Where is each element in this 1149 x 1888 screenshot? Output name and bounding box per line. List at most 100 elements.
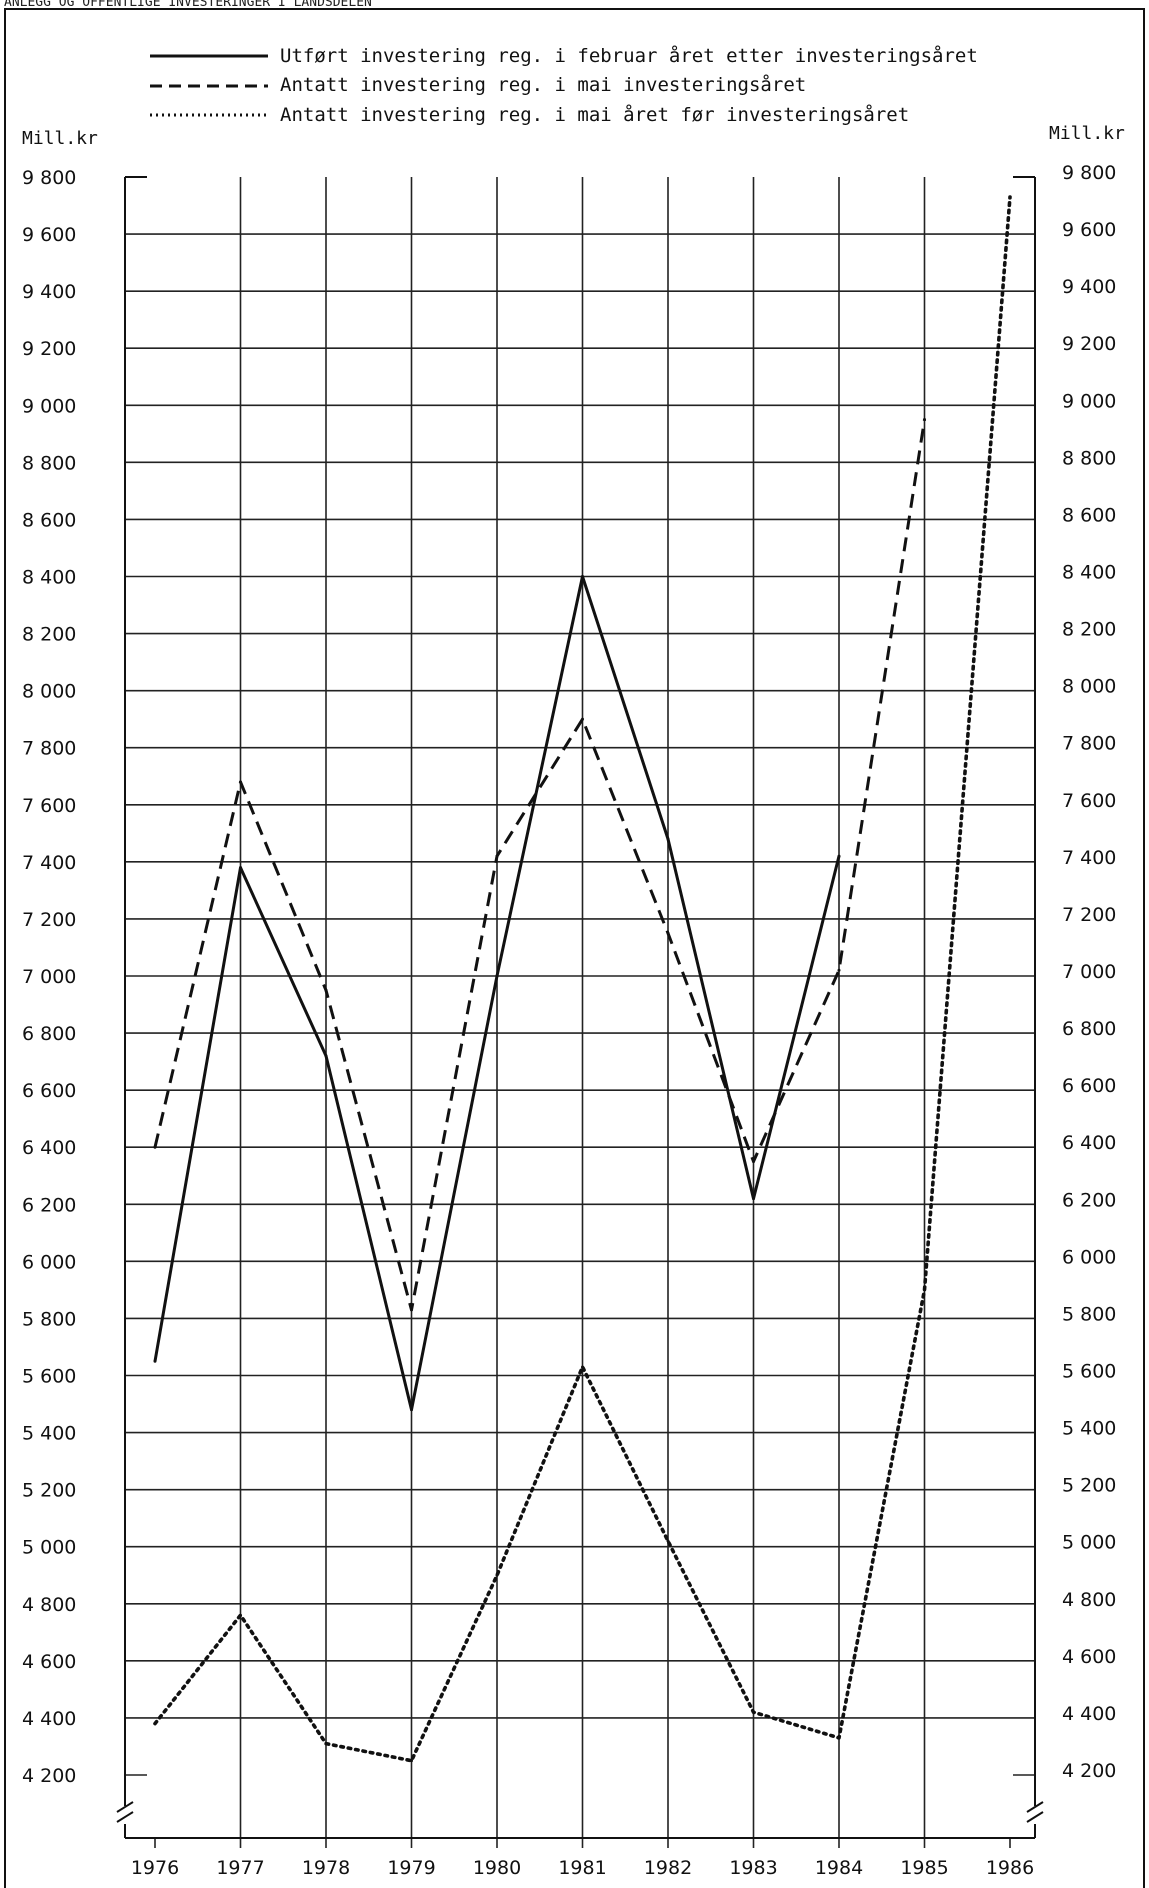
y-tick-label-left: 7 800 [22, 738, 76, 760]
data-point-dashed-1977 [239, 780, 242, 784]
data-point-solid-1980 [495, 974, 499, 978]
y-tick-label-left: 9 400 [22, 281, 76, 303]
data-point-dashed-1978 [324, 988, 328, 992]
y-tick-label-left: 6 400 [22, 1137, 76, 1159]
data-point-solid-1982 [666, 837, 670, 841]
axis-break-right [1026, 1801, 1044, 1823]
y-tick-label-left: 8 200 [22, 624, 76, 646]
axis-break-left [116, 1801, 134, 1823]
y-tick-label-right: 9 800 [1062, 162, 1116, 184]
data-point-solid-1983 [752, 1197, 755, 1201]
y-tick-label-right: 4 200 [1062, 1760, 1116, 1782]
y-tick-label-right: 6 400 [1062, 1132, 1116, 1154]
x-tick-label-1976: 1976 [131, 1857, 179, 1879]
legend: Utført investering reg. i februar året e… [150, 44, 978, 126]
y-tick-label-left: 5 800 [22, 1308, 76, 1330]
y-tick-label-left: 8 600 [22, 509, 76, 531]
data-point-dashed-1981 [581, 717, 584, 721]
data-point-solid-1981 [581, 575, 584, 578]
data-point-solid-1978 [324, 1054, 328, 1058]
x-tick-label-1977: 1977 [216, 1857, 264, 1879]
y-tick-label-right: 5 800 [1062, 1303, 1116, 1325]
y-tick-label-left: 9 600 [22, 224, 76, 246]
data-point-dashed-1984 [837, 968, 841, 972]
data-point-solid-1979 [410, 1408, 413, 1412]
y-tick-label-right: 8 800 [1062, 447, 1116, 469]
y-tick-label-right: 8 400 [1062, 562, 1116, 584]
data-point-dotted-1986 [1008, 195, 1012, 199]
y-tick-label-right: 7 800 [1062, 733, 1116, 755]
y-tick-label-left: 7 000 [22, 966, 76, 988]
data-point-dotted-1978 [324, 1742, 328, 1746]
x-tick-label-1983: 1983 [729, 1857, 777, 1879]
y-tick-label-right: 5 000 [1062, 1532, 1116, 1554]
series-layer [153, 195, 1012, 1763]
data-point-dashed-1982 [666, 931, 670, 935]
data-point-dashed-1983 [752, 1159, 755, 1163]
y-tick-label-left: 6 000 [22, 1251, 76, 1273]
y-tick-label-right: 4 800 [1062, 1589, 1116, 1611]
axis-layer: 4 200 4 200 4 400 4 400 4 600 4 600 4 800 4 800… [22, 162, 1116, 1879]
legend-label-dotted: Antatt investering reg. i mai året før i… [280, 103, 909, 126]
y-tick-label-right: 9 600 [1062, 219, 1116, 241]
x-tick-label-1980: 1980 [473, 1857, 521, 1879]
y-tick-label-right: 5 600 [1062, 1361, 1116, 1383]
data-point-dashed-1976 [153, 1145, 157, 1149]
y-tick-label-left: 5 600 [22, 1366, 76, 1388]
y-tick-label-right: 8 000 [1062, 676, 1116, 698]
y-tick-label-left: 8 800 [22, 452, 76, 474]
left-unit-label: Mill.kr [22, 128, 98, 149]
data-point-solid-1984 [837, 854, 841, 858]
y-tick-label-left: 9 800 [22, 167, 76, 189]
y-tick-label-right: 5 200 [1062, 1475, 1116, 1497]
data-point-dotted-1981 [581, 1365, 584, 1369]
x-tick-label-1978: 1978 [302, 1857, 350, 1879]
y-tick-label-right: 6 600 [1062, 1075, 1116, 1097]
y-tick-label-left: 7 400 [22, 852, 76, 874]
y-tick-label-left: 8 400 [22, 567, 76, 589]
y-tick-label-left: 4 800 [22, 1594, 76, 1616]
data-point-dotted-1976 [153, 1722, 157, 1726]
y-tick-label-right: 6 800 [1062, 1018, 1116, 1040]
y-tick-label-left: 4 200 [22, 1765, 76, 1787]
data-point-dotted-1977 [239, 1613, 242, 1617]
y-tick-label-left: 5 000 [22, 1537, 76, 1559]
y-tick-label-right: 9 400 [1062, 276, 1116, 298]
data-point-dashed-1979 [410, 1308, 413, 1312]
y-tick-label-left: 7 600 [22, 795, 76, 817]
legend-label-dashed: Antatt investering reg. i mai investerin… [280, 73, 806, 96]
y-tick-label-left: 9 200 [22, 338, 76, 360]
data-point-dotted-1982 [666, 1539, 670, 1543]
data-point-dotted-1979 [410, 1759, 413, 1763]
data-point-solid-1977 [239, 866, 242, 870]
data-point-dotted-1985 [923, 1288, 926, 1292]
data-point-dashed-1980 [495, 854, 499, 858]
x-tick-label-1984: 1984 [815, 1857, 863, 1879]
y-tick-label-right: 6 000 [1062, 1246, 1116, 1268]
data-point-solid-1976 [153, 1359, 157, 1363]
y-tick-label-left: 8 000 [22, 681, 76, 703]
y-tick-label-right: 4 600 [1062, 1646, 1116, 1668]
y-tick-label-left: 7 200 [22, 909, 76, 931]
y-tick-label-right: 9 000 [1062, 390, 1116, 412]
y-tick-label-right: 7 200 [1062, 904, 1116, 926]
y-tick-label-right: 9 200 [1062, 333, 1116, 355]
y-tick-label-left: 4 400 [22, 1708, 76, 1730]
y-tick-label-left: 6 600 [22, 1080, 76, 1102]
legend-label-solid: Utført investering reg. i februar året e… [280, 44, 978, 67]
x-tick-label-1985: 1985 [900, 1857, 948, 1879]
y-tick-label-left: 5 200 [22, 1480, 76, 1502]
y-tick-label-right: 6 200 [1062, 1189, 1116, 1211]
y-tick-label-left: 6 800 [22, 1023, 76, 1045]
series-line-dashed [153, 419, 926, 1312]
y-tick-label-right: 5 400 [1062, 1418, 1116, 1440]
data-point-dotted-1983 [752, 1710, 755, 1714]
data-point-dashed-1985 [923, 418, 926, 422]
x-tick-label-1982: 1982 [644, 1857, 692, 1879]
data-point-dotted-1984 [837, 1736, 841, 1740]
y-tick-label-right: 7 000 [1062, 961, 1116, 983]
y-tick-label-left: 9 000 [22, 395, 76, 417]
y-tick-label-right: 7 400 [1062, 847, 1116, 869]
x-tick-label-1986: 1986 [986, 1857, 1034, 1879]
